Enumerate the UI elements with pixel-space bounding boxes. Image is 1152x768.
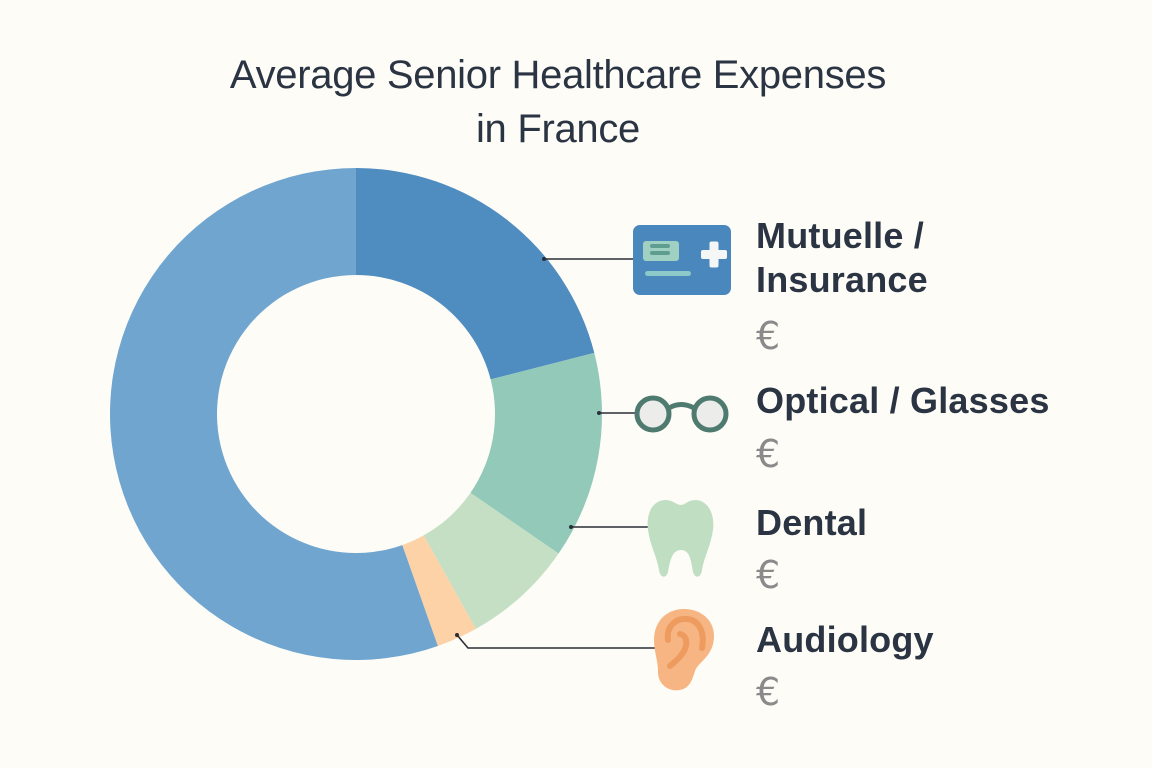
leader-dot-insurance <box>542 257 546 261</box>
leader-lines <box>456 258 656 649</box>
donut-slices <box>109 168 602 660</box>
legend-label-optical-line1: Optical / Glasses <box>756 380 1050 421</box>
legend-value-optical: € <box>756 432 781 476</box>
chart-title-line2: in France <box>475 107 641 151</box>
insurance-card-icon <box>633 225 731 295</box>
legend-label-dental-line1: Dental <box>756 502 868 543</box>
legend-label-optical: Optical / Glasses <box>756 379 1050 423</box>
slice-other <box>109 168 438 660</box>
chart-title: Average Senior Healthcare Expenses in Fr… <box>0 48 1116 156</box>
slice-optical <box>470 352 602 554</box>
ear-icon <box>654 609 714 691</box>
legend-value-insurance: € <box>756 314 781 358</box>
legend-label-audiology-line1: Audiology <box>756 619 934 660</box>
tooth-icon <box>647 500 714 577</box>
legend-label-insurance-line2: Insurance <box>756 259 928 300</box>
legend-label-insurance-line1: Mutuelle / <box>756 215 925 256</box>
legend-label-dental: Dental <box>756 501 867 545</box>
slice-insurance <box>356 168 595 380</box>
slice-audiology <box>402 535 476 646</box>
chart-title-line1: Average Senior Healthcare Expenses <box>229 53 887 97</box>
legend-label-insurance: Mutuelle / Insurance <box>756 214 928 302</box>
glasses-icon <box>634 395 729 433</box>
legend-label-audiology: Audiology <box>756 618 934 662</box>
leader-dot-optical <box>597 411 601 415</box>
leader-line-audiology <box>456 634 656 649</box>
slice-dental <box>423 492 559 629</box>
legend-value-dental: € <box>756 553 781 597</box>
legend-value-audiology: € <box>756 670 781 714</box>
leader-dot-audiology <box>455 633 459 637</box>
leader-dot-dental <box>569 525 573 529</box>
